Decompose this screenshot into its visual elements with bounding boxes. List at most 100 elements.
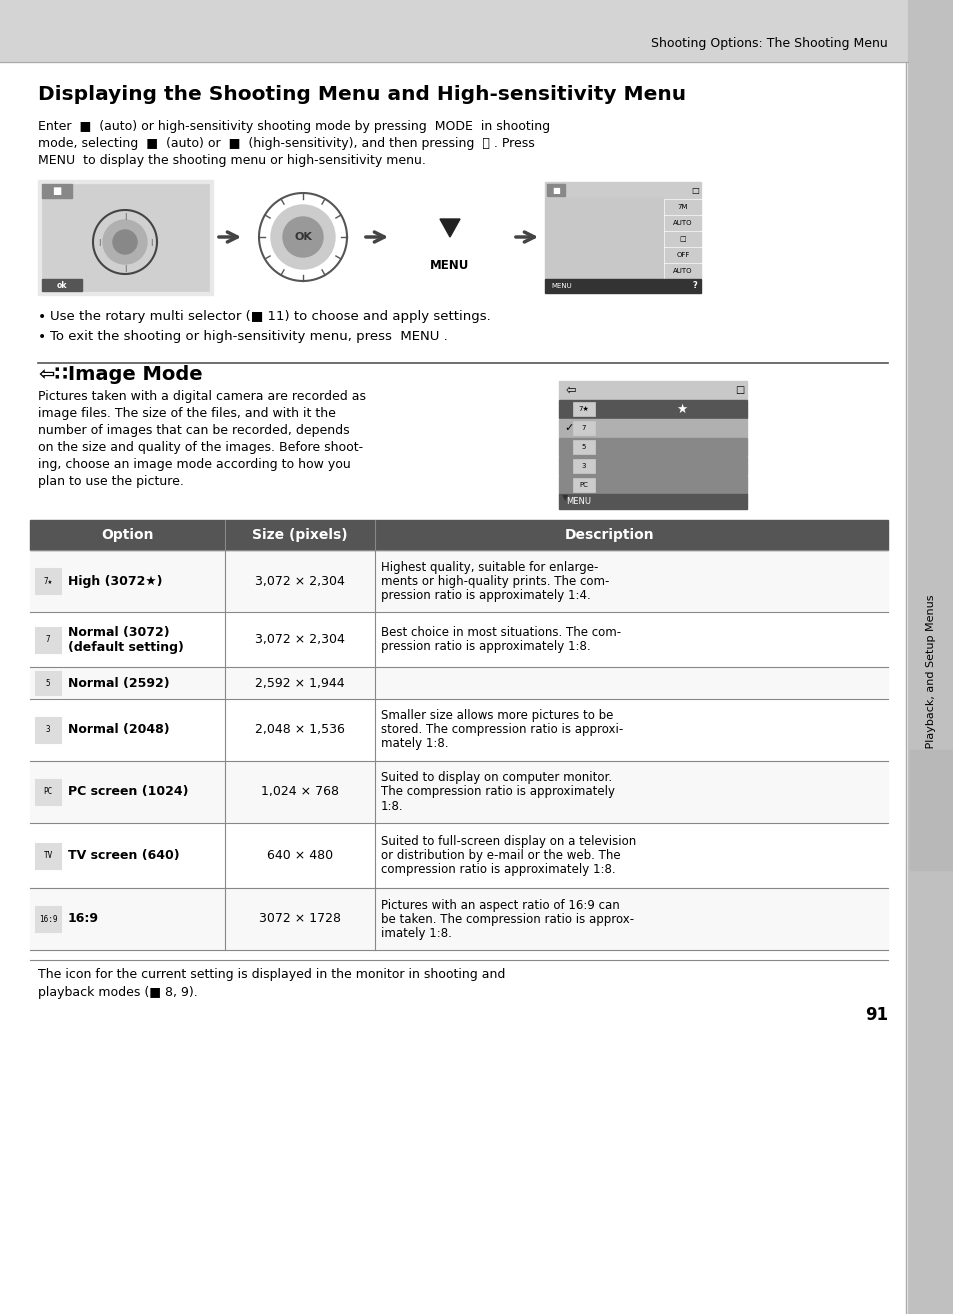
Bar xyxy=(664,200,700,214)
Bar xyxy=(573,420,595,435)
Text: Suited to display on computer monitor.: Suited to display on computer monitor. xyxy=(380,771,612,784)
Text: □: □ xyxy=(690,185,699,194)
Text: TV screen (640): TV screen (640) xyxy=(68,849,179,862)
Text: Smaller size allows more pictures to be: Smaller size allows more pictures to be xyxy=(380,710,613,723)
Bar xyxy=(664,233,700,246)
Text: ✓: ✓ xyxy=(563,423,573,434)
Text: 3,072 × 2,304: 3,072 × 2,304 xyxy=(254,633,345,646)
Text: Image Mode: Image Mode xyxy=(68,365,202,384)
Bar xyxy=(573,402,595,417)
Bar xyxy=(30,699,887,761)
Text: 3: 3 xyxy=(46,725,51,735)
Text: ing, choose an image mode according to how you: ing, choose an image mode according to h… xyxy=(38,459,351,470)
Text: 2,048 × 1,536: 2,048 × 1,536 xyxy=(254,724,345,737)
Text: PC screen (1024): PC screen (1024) xyxy=(68,786,189,799)
Text: on the size and quality of the images. Before shoot-: on the size and quality of the images. B… xyxy=(38,442,363,455)
Text: Highest quality, suitable for enlarge-: Highest quality, suitable for enlarge- xyxy=(380,561,598,573)
Text: •: • xyxy=(38,310,46,325)
Text: ok: ok xyxy=(56,280,67,289)
Bar xyxy=(544,198,662,279)
Text: |: | xyxy=(124,213,126,219)
Text: □: □ xyxy=(735,385,744,396)
Text: |: | xyxy=(98,239,100,246)
Text: 7: 7 xyxy=(581,424,586,431)
Bar xyxy=(30,823,887,888)
Circle shape xyxy=(283,217,323,258)
Text: ⇦∷: ⇦∷ xyxy=(38,365,68,384)
Bar xyxy=(558,476,746,494)
Text: |: | xyxy=(124,264,126,272)
Bar xyxy=(42,184,209,290)
Text: 5: 5 xyxy=(581,444,585,449)
Text: 3072 × 1728: 3072 × 1728 xyxy=(258,912,340,925)
Text: 1,024 × 768: 1,024 × 768 xyxy=(261,786,338,799)
Text: The icon for the current setting is displayed in the monitor in shooting and: The icon for the current setting is disp… xyxy=(38,968,505,982)
Bar xyxy=(558,380,747,510)
Text: High (3072★): High (3072★) xyxy=(68,574,162,587)
Polygon shape xyxy=(439,219,459,237)
Text: Pictures taken with a digital camera are recorded as: Pictures taken with a digital camera are… xyxy=(38,390,366,403)
Circle shape xyxy=(112,230,137,254)
Text: Normal (2592): Normal (2592) xyxy=(68,677,170,690)
Bar xyxy=(35,779,61,805)
Bar xyxy=(30,551,887,612)
Bar xyxy=(558,494,746,509)
Text: pression ratio is approximately 1:8.: pression ratio is approximately 1:8. xyxy=(380,640,590,653)
Text: AUTO: AUTO xyxy=(673,219,692,226)
Bar xyxy=(558,399,746,418)
Text: MENU: MENU xyxy=(551,283,571,289)
Bar xyxy=(558,457,746,474)
Text: Option: Option xyxy=(101,528,153,541)
Bar xyxy=(30,888,887,950)
Text: OK: OK xyxy=(294,233,312,242)
Text: ■: ■ xyxy=(552,185,559,194)
Text: MENU: MENU xyxy=(565,498,590,506)
Bar xyxy=(42,184,71,198)
Bar xyxy=(30,612,887,668)
Text: image files. The size of the files, and with it the: image files. The size of the files, and … xyxy=(38,407,335,420)
Text: stored. The compression ratio is approxi-: stored. The compression ratio is approxi… xyxy=(380,724,622,737)
Bar xyxy=(35,627,61,653)
Text: 16:9: 16:9 xyxy=(39,915,57,924)
Text: ■: ■ xyxy=(52,187,62,196)
Text: 5: 5 xyxy=(46,678,51,687)
Bar xyxy=(558,438,746,456)
Text: Displaying the Shooting Menu and High-sensitivity Menu: Displaying the Shooting Menu and High-se… xyxy=(38,85,685,104)
Text: (default setting): (default setting) xyxy=(68,641,184,654)
Bar xyxy=(35,671,61,695)
Bar xyxy=(30,761,887,823)
Bar xyxy=(38,180,213,296)
Text: plan to use the picture.: plan to use the picture. xyxy=(38,474,184,487)
Bar xyxy=(544,279,700,293)
Bar xyxy=(573,459,595,473)
Text: ments or high-quality prints. The com-: ments or high-quality prints. The com- xyxy=(380,574,609,587)
Bar xyxy=(558,381,746,399)
Text: |: | xyxy=(150,239,152,246)
Bar xyxy=(544,183,700,198)
Text: mately 1:8.: mately 1:8. xyxy=(380,737,448,750)
Text: imately 1:8.: imately 1:8. xyxy=(380,926,452,940)
Bar xyxy=(542,180,702,296)
Text: ⇦: ⇦ xyxy=(565,384,576,397)
Text: 7: 7 xyxy=(46,635,51,644)
Text: mode, selecting  ■  (auto) or  ■  (high-sensitivity), and then pressing  ⒪ . Pre: mode, selecting ■ (auto) or ■ (high-sens… xyxy=(38,137,535,150)
Text: 7M: 7M xyxy=(677,204,687,210)
Text: □: □ xyxy=(679,237,685,242)
Text: pression ratio is approximately 1:4.: pression ratio is approximately 1:4. xyxy=(380,589,590,602)
Text: Shooting, Playback, and Setup Menus: Shooting, Playback, and Setup Menus xyxy=(925,595,935,805)
Bar xyxy=(664,264,700,279)
Text: Enter  ■  (auto) or high-sensitivity shooting mode by pressing  MODE  in shootin: Enter ■ (auto) or high-sensitivity shoot… xyxy=(38,120,550,133)
Bar xyxy=(573,440,595,455)
Text: 7★: 7★ xyxy=(578,406,589,413)
Text: 91: 91 xyxy=(864,1007,887,1024)
Text: Normal (2048): Normal (2048) xyxy=(68,724,170,737)
Circle shape xyxy=(271,205,335,269)
Bar xyxy=(573,478,595,491)
Text: TV: TV xyxy=(43,851,52,859)
Bar xyxy=(546,184,564,196)
Circle shape xyxy=(432,209,468,244)
Bar xyxy=(35,717,61,742)
Bar xyxy=(42,279,82,290)
Text: number of images that can be recorded, depends: number of images that can be recorded, d… xyxy=(38,424,349,438)
Bar xyxy=(30,520,887,551)
